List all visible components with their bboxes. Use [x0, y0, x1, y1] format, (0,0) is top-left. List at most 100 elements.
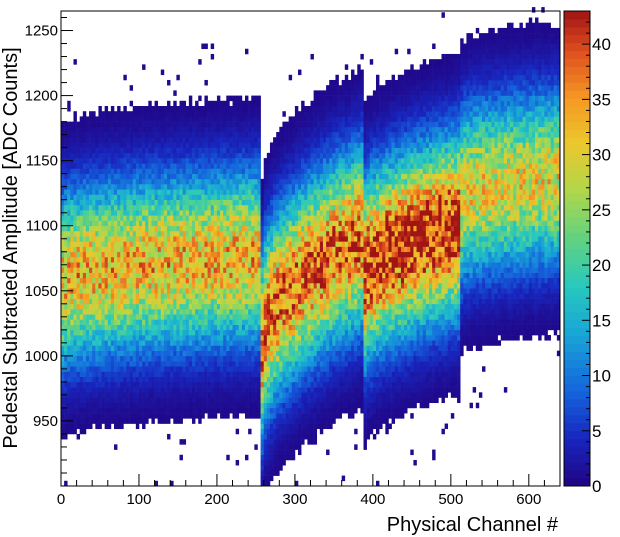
- heatmap-cell: [213, 392, 218, 398]
- heatmap-cell: [241, 251, 246, 258]
- heatmap-cell: [273, 194, 277, 200]
- heatmap-cell: [273, 418, 277, 424]
- heatmap-cell: [298, 163, 302, 169]
- heatmap-cell: [160, 267, 165, 273]
- heatmap-cell: [173, 236, 177, 242]
- heatmap-cell: [288, 215, 293, 221]
- heatmap-cell: [95, 340, 99, 346]
- heatmap-cell: [291, 262, 296, 268]
- heatmap-cell: [223, 121, 227, 128]
- heatmap-cell: [207, 288, 211, 294]
- heatmap-cell: [266, 225, 271, 232]
- heatmap-cell: [79, 121, 84, 128]
- heatmap-cell: [82, 392, 87, 398]
- heatmap-cell: [294, 282, 299, 289]
- heatmap-cell: [257, 121, 261, 128]
- heatmap-cell: [282, 381, 286, 388]
- heatmap-cell: [129, 262, 134, 268]
- heatmap-cell: [176, 236, 180, 242]
- heatmap-cell: [170, 241, 174, 247]
- heatmap-cell: [195, 215, 199, 221]
- heatmap-cell: [301, 314, 305, 320]
- heatmap-cell: [260, 392, 265, 398]
- heatmap-cell: [304, 163, 308, 169]
- heatmap-cell: [101, 126, 105, 133]
- heatmap-cell: [85, 366, 90, 372]
- heatmap-cell: [107, 111, 112, 117]
- heatmap-cell: [151, 178, 155, 185]
- heatmap-cell: [310, 433, 314, 440]
- heatmap-cell: [126, 199, 130, 206]
- heatmap-cell: [223, 272, 227, 279]
- heatmap-cell: [291, 335, 296, 341]
- heatmap-cell: [204, 392, 208, 398]
- heatmap-cell: [291, 137, 296, 143]
- heatmap-cell: [298, 428, 302, 435]
- heatmap-cell: [248, 152, 252, 159]
- heatmap-cell: [254, 355, 258, 362]
- heatmap-cell: [276, 309, 280, 315]
- heatmap-cell: [235, 340, 240, 346]
- heatmap-cell: [76, 381, 81, 388]
- heatmap-cell: [204, 288, 208, 294]
- heatmap-cell: [229, 220, 233, 227]
- heatmap-cell: [101, 132, 105, 138]
- heatmap-cell: [98, 319, 102, 325]
- heatmap-cell: [163, 246, 168, 253]
- heatmap-cell: [226, 293, 230, 299]
- heatmap-cell: [120, 215, 124, 221]
- heatmap-cell: [276, 189, 280, 195]
- heatmap-cell: [148, 121, 152, 128]
- heatmap-cell: [120, 225, 124, 232]
- heatmap-cell: [95, 335, 99, 341]
- heatmap-cell: [279, 376, 283, 383]
- heatmap-cell: [235, 184, 240, 190]
- heatmap-cell: [173, 376, 177, 383]
- heatmap-cell: [220, 121, 224, 128]
- heatmap-cell: [98, 282, 102, 289]
- heatmap-cell: [273, 439, 277, 445]
- heatmap-cell: [101, 168, 105, 174]
- heatmap-cell: [135, 204, 140, 211]
- heatmap-cell: [235, 387, 240, 393]
- heatmap-cell: [288, 168, 293, 174]
- heatmap-cell: [195, 387, 199, 393]
- heatmap-cell: [216, 199, 221, 206]
- heatmap-cell: [254, 236, 258, 242]
- heatmap-cell: [101, 371, 105, 377]
- heatmap-cell: [191, 204, 196, 211]
- heatmap-cell: [82, 225, 87, 232]
- heatmap-cell: [216, 293, 221, 299]
- heatmap-cell: [263, 241, 268, 247]
- heatmap-cell: [213, 194, 218, 200]
- heatmap-cell: [107, 387, 112, 393]
- heatmap-cell: [304, 381, 308, 388]
- heatmap-cell: [179, 303, 183, 310]
- heatmap-cell: [135, 335, 140, 341]
- heatmap-cell: [114, 210, 118, 216]
- heatmap-cell: [273, 371, 277, 377]
- heatmap-cell: [179, 381, 183, 388]
- heatmap-cell: [82, 293, 87, 299]
- heatmap-cell: [288, 116, 293, 122]
- heatmap-cell: [163, 132, 168, 138]
- heatmap-cell: [92, 111, 96, 117]
- heatmap-cell: [263, 272, 268, 279]
- heatmap-cell: [294, 428, 299, 435]
- heatmap-cell: [207, 376, 211, 383]
- heatmap-cell: [201, 163, 205, 169]
- heatmap-cell: [120, 340, 124, 346]
- heatmap-cell: [201, 152, 205, 159]
- heatmap-cell: [160, 355, 165, 362]
- heatmap-cell: [238, 293, 243, 299]
- heatmap-cell: [117, 173, 121, 180]
- heatmap-cell: [232, 251, 236, 258]
- heatmap-cell: [254, 184, 258, 190]
- heatmap-cell: [201, 371, 205, 377]
- heatmap-cell: [288, 324, 293, 331]
- heatmap-cell: [232, 314, 236, 320]
- heatmap-cell: [204, 137, 208, 143]
- heatmap-cell: [76, 350, 81, 357]
- heatmap-cell: [229, 381, 233, 388]
- heatmap-cell: [148, 178, 152, 185]
